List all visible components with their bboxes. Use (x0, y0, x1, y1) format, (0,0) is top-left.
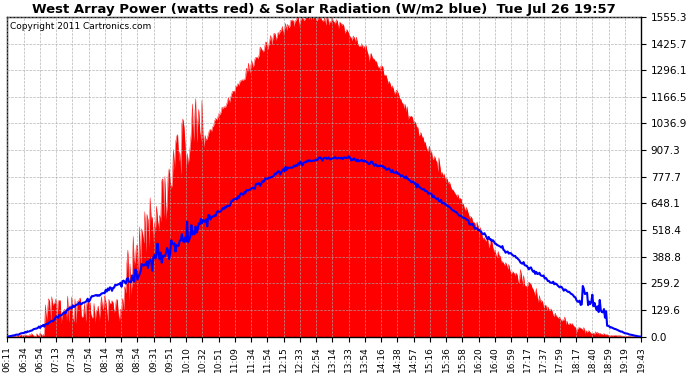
Text: Copyright 2011 Cartronics.com: Copyright 2011 Cartronics.com (10, 22, 152, 31)
Title: West Array Power (watts red) & Solar Radiation (W/m2 blue)  Tue Jul 26 19:57: West Array Power (watts red) & Solar Rad… (32, 3, 616, 16)
